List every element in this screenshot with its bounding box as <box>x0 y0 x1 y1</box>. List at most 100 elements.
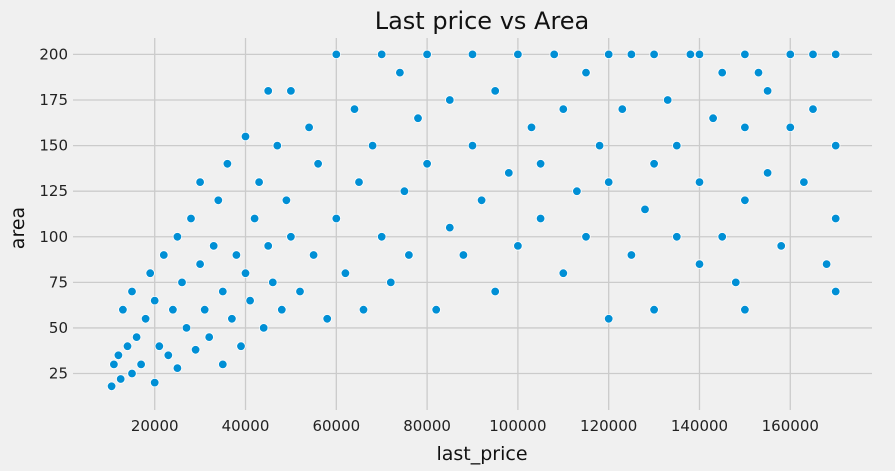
data-point <box>331 49 342 60</box>
data-point <box>626 250 637 260</box>
data-point <box>445 222 455 233</box>
data-point <box>277 305 287 315</box>
data-point <box>227 314 237 324</box>
data-point <box>731 277 741 288</box>
data-point <box>594 140 605 151</box>
data-point <box>172 232 183 242</box>
x-tick-label: 60000 <box>312 417 360 435</box>
data-point <box>367 140 378 151</box>
data-point <box>526 122 537 133</box>
data-point <box>377 232 387 242</box>
data-point <box>558 268 569 278</box>
data-point <box>717 67 727 78</box>
data-point <box>172 363 183 373</box>
y-tick-label: 25 <box>49 365 68 383</box>
data-point <box>127 286 137 297</box>
data-point <box>181 323 192 333</box>
data-point <box>149 377 160 388</box>
data-point <box>535 213 546 224</box>
data-point <box>118 305 128 315</box>
data-point <box>259 323 269 333</box>
data-point <box>490 286 500 297</box>
x-axis-label: last_price <box>436 443 527 465</box>
data-point <box>222 159 233 169</box>
data-point <box>340 268 351 278</box>
chart-title: Last price vs Area <box>375 7 590 35</box>
data-point <box>831 49 841 60</box>
data-point <box>322 314 332 324</box>
data-point <box>199 305 210 315</box>
data-point <box>535 159 546 169</box>
data-point <box>109 359 119 370</box>
data-point <box>799 177 809 187</box>
data-point <box>386 277 396 288</box>
data-point <box>753 67 764 78</box>
data-point <box>649 49 659 60</box>
data-point <box>331 213 342 224</box>
data-point <box>604 177 614 187</box>
data-point <box>168 305 178 315</box>
data-point <box>313 159 323 169</box>
data-point <box>136 359 146 370</box>
data-point <box>740 122 750 133</box>
data-point <box>377 49 387 60</box>
data-point <box>476 195 487 206</box>
data-point <box>663 95 673 105</box>
points-layer <box>106 49 841 392</box>
data-point <box>231 250 242 260</box>
data-point <box>145 268 155 278</box>
data-point <box>694 259 705 269</box>
data-point <box>740 305 750 315</box>
data-point <box>177 277 187 288</box>
data-point <box>649 305 659 315</box>
data-point <box>581 232 591 242</box>
data-point <box>404 250 414 260</box>
data-point <box>127 368 137 379</box>
x-tick-label: 20000 <box>131 417 179 435</box>
data-point <box>694 49 705 60</box>
data-point <box>358 305 369 315</box>
data-point <box>349 104 360 114</box>
data-point <box>254 177 264 187</box>
y-tick-label: 100 <box>39 228 68 246</box>
y-tick-label: 75 <box>49 273 68 291</box>
x-tick-label: 80000 <box>403 417 451 435</box>
data-point <box>131 332 142 342</box>
data-point <box>558 104 569 114</box>
data-point <box>186 213 196 224</box>
data-point <box>785 122 796 133</box>
data-point <box>113 350 124 361</box>
data-point <box>159 250 169 260</box>
data-point <box>572 186 582 196</box>
data-point <box>304 122 314 133</box>
data-point <box>263 86 273 96</box>
data-point <box>513 49 523 60</box>
data-point <box>286 232 296 242</box>
data-point <box>821 259 832 269</box>
data-point <box>808 104 818 114</box>
data-point <box>685 49 696 60</box>
y-tick-label: 150 <box>39 137 68 155</box>
data-point <box>236 341 246 351</box>
data-point <box>204 332 214 342</box>
data-point <box>672 232 682 242</box>
data-point <box>617 104 628 114</box>
data-point <box>762 86 773 96</box>
data-point <box>626 49 637 60</box>
data-point <box>190 345 201 355</box>
data-point <box>295 286 305 297</box>
data-point <box>218 286 228 297</box>
data-point <box>604 314 614 324</box>
data-point <box>649 159 659 169</box>
data-point <box>708 113 718 123</box>
y-tick-label: 200 <box>39 45 68 63</box>
data-point <box>762 168 773 178</box>
data-point <box>240 131 251 142</box>
data-point <box>504 168 514 178</box>
data-point <box>717 232 727 242</box>
data-point <box>272 140 283 151</box>
data-point <box>245 295 255 306</box>
data-point <box>776 241 786 251</box>
